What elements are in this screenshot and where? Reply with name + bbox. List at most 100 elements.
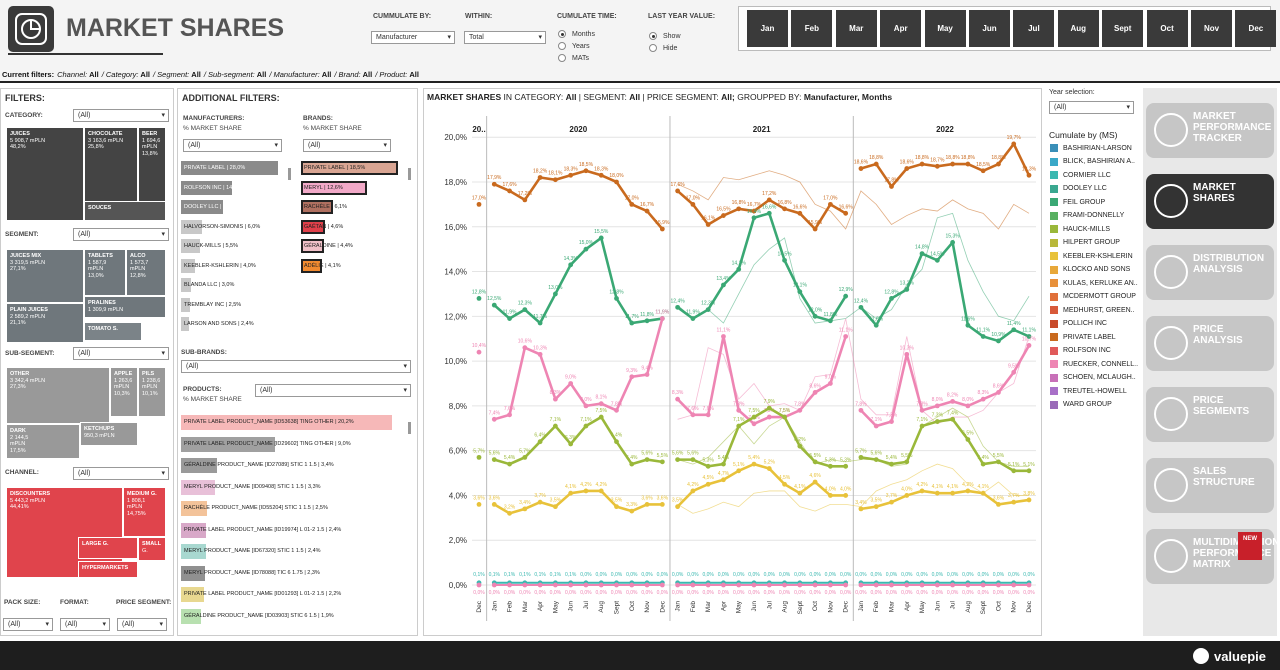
month-button-nov[interactable]: Nov — [1191, 10, 1232, 47]
month-button-mar[interactable]: Mar — [835, 10, 877, 47]
radio-show[interactable]: Show — [649, 32, 681, 40]
subbrands-select[interactable]: (All) ▾ — [181, 360, 411, 373]
month-button-apr[interactable]: Apr — [880, 10, 922, 47]
treemap-tile[interactable]: ALCO 1 573,7 mPLN 12,8% — [126, 249, 166, 296]
treemap-tile[interactable]: MEDIUM G. 1 808,1 mPLN 14,75% — [123, 487, 166, 537]
product-item[interactable]: GÉRALDINE PRODUCT_NAME [ID03903] STIC 6 … — [181, 608, 396, 624]
legend-item[interactable]: HAUCK-MILLS — [1050, 225, 1110, 233]
price-segment-select[interactable]: (All) ▾ — [117, 618, 167, 631]
manufacturer-item[interactable]: HALVORSON-SIMONIS | 6,0% — [181, 219, 281, 234]
month-button-dec[interactable]: Dec — [1235, 10, 1277, 47]
nav-price-segments[interactable]: PRICE SEGMENTS — [1146, 387, 1274, 442]
month-button-may[interactable]: May — [924, 10, 966, 47]
pack-size-select[interactable]: (All) ▾ — [3, 618, 53, 631]
legend-item[interactable]: MCDERMOTT GROUP — [1050, 292, 1136, 301]
treemap-tile[interactable]: SMALL G. — [138, 537, 166, 561]
month-button-aug[interactable]: Aug — [1057, 10, 1099, 47]
treemap-tile[interactable]: OTHER 3 342,4 mPLN 27,3% — [6, 367, 110, 424]
manufacturer-item[interactable]: ROLFSON INC | 14,6% — [181, 180, 281, 195]
brand-item[interactable]: GÉRALDINE | 4,4% — [301, 239, 401, 253]
scrollbar[interactable] — [288, 168, 291, 180]
manufacturers-select[interactable]: (All) ▾ — [183, 139, 282, 152]
legend-item[interactable]: KLOCKO AND SONS — [1050, 265, 1130, 274]
legend-item[interactable]: CORMIER LLC — [1050, 171, 1111, 179]
brand-item[interactable]: ADÉLIE | 4,1% — [301, 258, 401, 273]
brand-item[interactable]: GAËTAN | 4,6% — [301, 219, 401, 234]
brand-item[interactable]: RACHÈLE | 6,1% — [301, 200, 401, 214]
treemap-tile[interactable]: TOMATO S. — [84, 322, 142, 341]
product-item[interactable]: PRIVATE LABEL PRODUCT_NAME [ID53638] TIN… — [181, 415, 396, 430]
legend-item[interactable]: FRAMI-DONNELLY — [1050, 211, 1124, 220]
nav-price-analysis[interactable]: PRICE ANALYSIS — [1146, 316, 1274, 371]
treemap-tile[interactable]: KETCHUPS 950,3 mPLN — [80, 422, 138, 446]
nav-sales-structure[interactable]: SALES STRUCTURE — [1146, 458, 1274, 513]
year-selection-select[interactable]: (All) ▾ — [1049, 101, 1134, 114]
radio-mats[interactable]: MATs — [558, 54, 589, 62]
cumulate-by-select[interactable]: Manufacturer ▾ — [371, 31, 455, 44]
legend-item[interactable]: MEDHURST, GREEN.. — [1050, 306, 1135, 314]
treemap-tile[interactable]: TABLETS 1 587,9 mPLN 13,0% — [84, 249, 126, 296]
radio-years[interactable]: Years — [558, 42, 590, 50]
brand-item[interactable]: PRIVATE LABEL | 18,5% — [301, 161, 401, 175]
manufacturer-item[interactable]: TREMBLAY INC | 2,5% — [181, 297, 281, 312]
channel-select[interactable]: (All) ▾ — [73, 467, 169, 480]
legend-item[interactable]: POLLICH INC — [1050, 319, 1107, 328]
nav-distribution-analysis[interactable]: DISTRIBUTION ANALYSIS — [1146, 245, 1274, 300]
product-item[interactable]: PRIVATE LABEL PRODUCT_NAME [ID29602] TIN… — [181, 436, 396, 452]
legend-item[interactable]: WARD GROUP — [1050, 400, 1112, 409]
legend-item[interactable]: HILPERT GROUP — [1050, 238, 1120, 247]
product-item[interactable]: RACHÈLE PRODUCT_NAME [ID55204] STIC 1 1.… — [181, 501, 396, 516]
product-item[interactable]: PRIVATE LABEL PRODUCT_NAME [ID19974] L 0… — [181, 522, 396, 538]
month-button-feb[interactable]: Feb — [791, 10, 833, 47]
legend-item[interactable]: TREUTEL-HOWELL — [1050, 387, 1127, 395]
nav-market-shares[interactable]: MARKET SHARES — [1146, 174, 1274, 229]
treemap-tile[interactable]: JUICES 5 908,7 mPLN 48,2% — [6, 127, 84, 221]
manufacturer-item[interactable]: BLANDA LLC | 3,0% — [181, 278, 281, 292]
products-select[interactable]: (All) ▾ — [255, 384, 411, 397]
legend-item[interactable]: RUECKER, CONNELL.. — [1050, 360, 1138, 368]
radio-hide[interactable]: Hide — [649, 44, 677, 52]
treemap-tile[interactable]: DARK 2 144,5 mPLN 17,5% — [6, 424, 80, 459]
legend-item[interactable]: DOOLEY LLC — [1050, 184, 1107, 193]
month-button-jun[interactable]: Jun — [969, 10, 1010, 47]
month-button-sept[interactable]: Sept — [1102, 10, 1144, 47]
legend-item[interactable]: SCHOEN, MCLAUGH.. — [1050, 373, 1136, 382]
within-select[interactable]: Total ▾ — [464, 31, 546, 44]
treemap-tile[interactable]: PILS 1 238,6 mPLN 10,1% — [138, 367, 166, 417]
treemap-tile[interactable]: SOUCES — [84, 201, 166, 221]
nav-market-performance-tracker[interactable]: MARKET PERFORMANCE TRACKER — [1146, 103, 1274, 158]
brand-item[interactable]: MERYL | 12,6% — [301, 180, 401, 195]
treemap-tile[interactable]: APPLE 1 263,6 mPLN 10,3% — [110, 367, 138, 417]
scrollbar[interactable] — [408, 168, 411, 180]
legend-item[interactable]: KULAS, KERLUKE AN.. — [1050, 279, 1138, 287]
legend-item[interactable]: PRIVATE LABEL — [1050, 333, 1116, 341]
treemap-tile[interactable]: PRALINES 1 309,9 mPLN — [84, 296, 166, 318]
category-select[interactable]: (All) ▾ — [73, 109, 169, 122]
legend-item[interactable]: BLICK, BASHIRIAN A.. — [1050, 157, 1135, 166]
month-button-jan[interactable]: Jan — [747, 10, 788, 47]
product-item[interactable]: MERYL PRODUCT_NAME [ID67320] STIC 1 1.5 … — [181, 544, 396, 559]
legend-item[interactable]: BASHIRIAN-LARSON — [1050, 144, 1132, 152]
product-item[interactable]: PRIVATE LABEL PRODUCT_NAME [ID01293] L 0… — [181, 587, 396, 602]
legend-item[interactable]: FEIL GROUP — [1050, 198, 1105, 206]
legend-item[interactable]: ROLFSON INC — [1050, 346, 1111, 355]
manufacturer-item[interactable]: KEEBLER-KSHLERIN | 4,0% — [181, 258, 281, 273]
month-button-jul[interactable]: Jul — [1013, 10, 1055, 47]
product-item[interactable]: GÉRALDINE PRODUCT_NAME [ID27089] STIC 1 … — [181, 458, 396, 473]
subsegment-select[interactable]: (All) ▾ — [73, 347, 169, 360]
treemap-tile[interactable]: LARGE G. — [78, 537, 138, 559]
manufacturer-item[interactable]: DOOLEY LLC | 12,2% — [181, 200, 281, 214]
format-select[interactable]: (All) ▾ — [60, 618, 110, 631]
legend-item[interactable]: KEEBLER-KSHLERIN — [1050, 252, 1133, 260]
treemap-tile[interactable]: JUICES MIX 3 319,5 mPLN 27,1% — [6, 249, 84, 303]
scrollbar[interactable] — [408, 422, 411, 434]
brands-select[interactable]: (All) ▾ — [303, 139, 391, 152]
treemap-tile[interactable]: HYPERMARKETS — [78, 561, 138, 578]
month-button-oct[interactable]: Oct — [1146, 10, 1188, 47]
manufacturer-item[interactable]: HAUCK-MILLS | 5,5% — [181, 239, 281, 253]
product-item[interactable]: MERYL PRODUCT_NAME [ID09408] STIC 1 1.5 … — [181, 479, 396, 495]
manufacturer-item[interactable]: LARSON AND SONS | 2,4% — [181, 317, 281, 331]
product-item[interactable]: MERYL PRODUCT_NAME [ID78088] TIC 6 1.75 … — [181, 565, 396, 581]
manufacturer-item[interactable]: PRIVATE LABEL | 28,0% — [181, 161, 281, 175]
segment-select[interactable]: (All) ▾ — [73, 228, 169, 241]
